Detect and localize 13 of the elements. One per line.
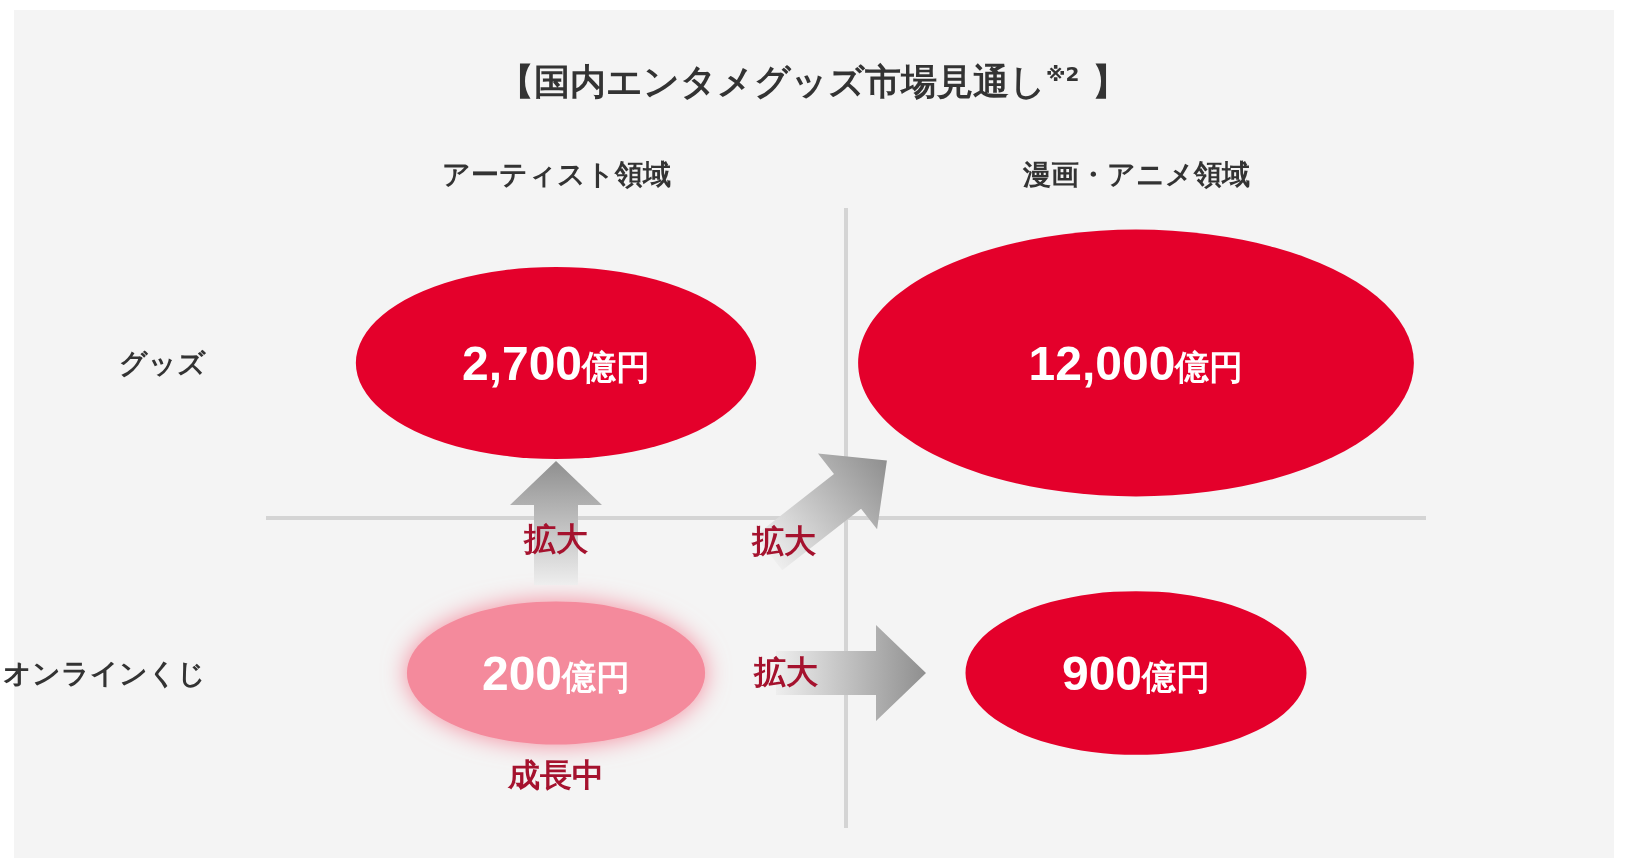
- data-label: 200億円: [481, 646, 631, 700]
- category-label: オンラインくじ: [3, 657, 206, 689]
- text: 【国内エンタメグッズ市場見通し$^{※2}$ 】: [497, 60, 1129, 104]
- text: 拡大: [752, 521, 816, 562]
- text: 拡大: [524, 519, 588, 560]
- text: 拡大: [754, 652, 818, 693]
- data-label: 900億円: [1061, 646, 1211, 700]
- category-label: グッズ: [119, 347, 206, 379]
- data-label: 2,700億円: [461, 336, 651, 390]
- text: 成長中: [508, 755, 604, 796]
- data-label: 12,000億円: [1028, 336, 1244, 390]
- category-label: アーティスト領域: [441, 158, 671, 190]
- category-label: 漫画・アニメ領域: [1021, 158, 1250, 190]
